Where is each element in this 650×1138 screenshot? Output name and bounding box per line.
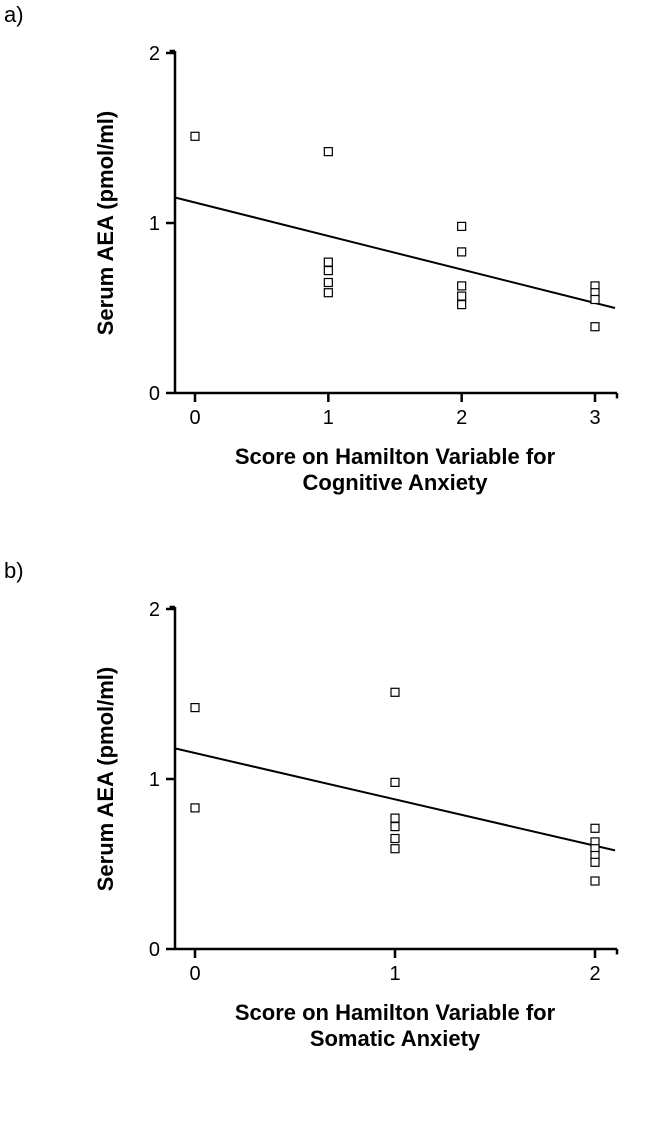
chart-a: 0 1 2 0 1 2 3 Serum AEA (pmol/ml) Score on Hamil… [60, 28, 620, 548]
regression-line [175, 198, 615, 309]
x-tick-label: 0 [189, 407, 200, 429]
data-point [391, 823, 399, 831]
y-axis-label: Serum AEA (pmol/ml) [93, 111, 118, 336]
data-point [191, 132, 199, 140]
data-point [591, 824, 599, 832]
data-point [458, 222, 466, 230]
data-point [324, 267, 332, 275]
data-point [324, 258, 332, 266]
x-axis-label-line: Cognitive Anxiety [303, 470, 489, 495]
x-tick-label: 1 [389, 963, 400, 985]
chart-b-svg: 0 1 2 0 1 2 Serum AEA (pmol/ml) Score on Hamilt… [60, 584, 620, 1104]
data-point [391, 778, 399, 786]
x-axis-label-line: Score on Hamilton Variable for [235, 444, 556, 469]
y-tick-label: 0 [149, 939, 160, 961]
x-tick-label: 1 [323, 407, 334, 429]
data-point [324, 148, 332, 156]
x-tick-label: 3 [589, 407, 600, 429]
data-point [391, 845, 399, 853]
data-point [324, 289, 332, 297]
x-axis-label-line: Somatic Anxiety [310, 1026, 481, 1051]
y-tick-label: 2 [149, 599, 160, 621]
y-axis-label: Serum AEA (pmol/ml) [93, 667, 118, 892]
data-point [191, 804, 199, 812]
panel-label-a: a) [4, 2, 24, 28]
data-point [591, 296, 599, 304]
x-tick-label: 2 [589, 963, 600, 985]
data-point [591, 877, 599, 885]
y-tick-label: 0 [149, 383, 160, 405]
data-point [458, 292, 466, 300]
chart-a-svg: 0 1 2 0 1 2 3 Serum AEA (pmol/ml) Score on Hamil… [60, 28, 620, 548]
x-tick-label: 0 [189, 963, 200, 985]
data-point [391, 688, 399, 696]
chart-b: 0 1 2 0 1 2 Serum AEA (pmol/ml) Score on Hamilt… [60, 584, 620, 1104]
data-point [591, 323, 599, 331]
data-point [324, 279, 332, 287]
data-point [458, 248, 466, 256]
panel-label-b: b) [4, 558, 24, 584]
data-point [458, 301, 466, 309]
y-tick-label: 2 [149, 43, 160, 65]
x-tick-label: 2 [456, 407, 467, 429]
data-point [391, 814, 399, 822]
data-point [591, 858, 599, 866]
data-point [191, 704, 199, 712]
data-point [458, 282, 466, 290]
x-axis-label-line: Score on Hamilton Variable for [235, 1000, 556, 1025]
y-tick-label: 1 [149, 769, 160, 791]
data-point [391, 835, 399, 843]
figure-page: a) 0 1 2 0 1 2 3 Serum AEA (pmol/ml) Score on Ha… [0, 0, 650, 1138]
y-tick-label: 1 [149, 213, 160, 235]
